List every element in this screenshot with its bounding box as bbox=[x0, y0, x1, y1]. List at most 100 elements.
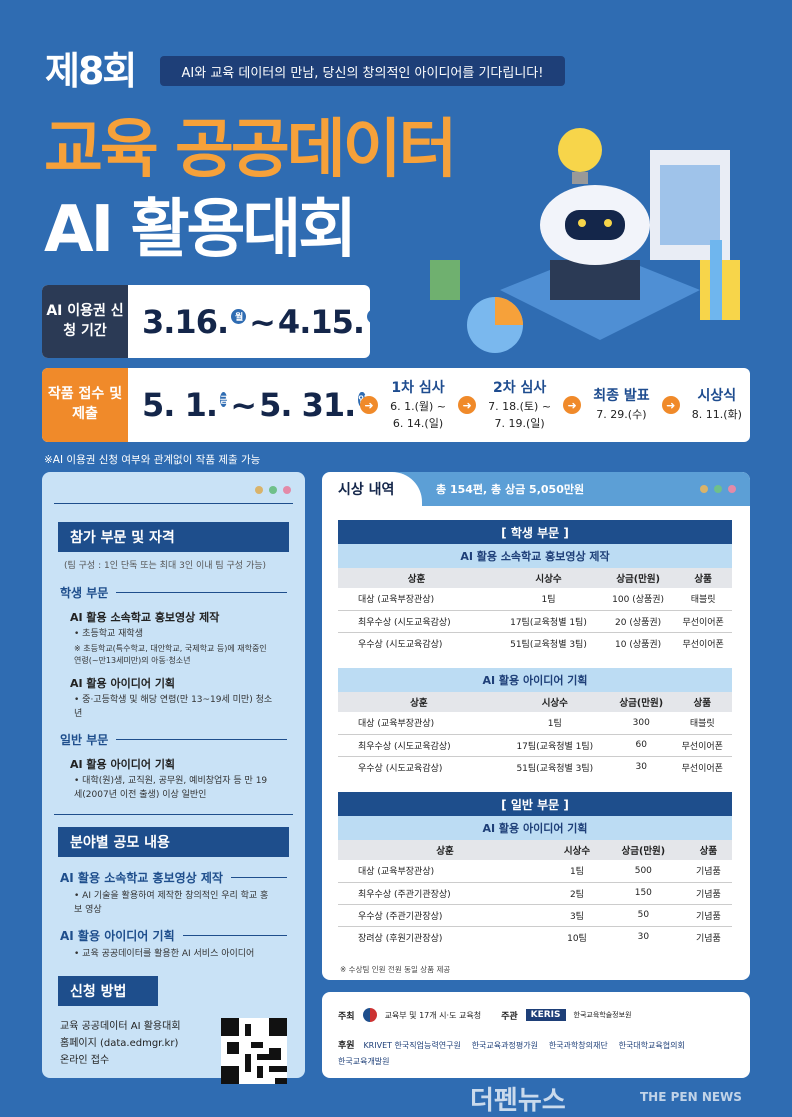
column-header: 상품 bbox=[672, 692, 732, 712]
ai-end: 4.15. bbox=[277, 302, 365, 341]
table-cell: 기념품 bbox=[684, 904, 732, 927]
table-cell: 무선이어폰 bbox=[681, 763, 723, 774]
info-panel: 참가 부문 및 자격 (팀 구성 : 1인 단독 또는 최대 3인 이내 팀 구… bbox=[42, 472, 305, 1084]
round-label: 제8회 bbox=[45, 49, 137, 93]
table-cell: 장려상 (후원기관장상) bbox=[358, 933, 443, 944]
step-date: 8. 11.(화) bbox=[691, 408, 742, 422]
general-item-1: AI 활용 아이디어 기획 bbox=[70, 758, 176, 771]
title-line-1: 교육 공공데이터 bbox=[44, 113, 457, 187]
sponsor-logo: 한국과학창의재단 bbox=[548, 1041, 608, 1050]
column-header: 상품 bbox=[674, 568, 732, 588]
field-1: AI 활용 소속학교 홍보영상 제작 bbox=[60, 869, 287, 886]
section-header: [ 일반 부문 ] bbox=[338, 792, 732, 816]
sub-start: 5. 1. bbox=[142, 386, 218, 424]
table-cell: 300 bbox=[609, 712, 673, 735]
step-date: 6. 1.(월) ~ bbox=[390, 400, 446, 413]
step-date: 7. 18.(토) ~ bbox=[488, 400, 552, 413]
table-cell: 150 bbox=[601, 882, 685, 905]
section-header: [ 학생 부문 ] bbox=[338, 520, 732, 544]
column-header: 상훈 bbox=[338, 840, 553, 860]
awards-table: [ 학생 부문 ] AI 활용 소속학교 홍보영상 제작 상훈 시상수 상금(만원) 상품… bbox=[338, 520, 732, 654]
table-cell: 태블릿 bbox=[674, 588, 732, 611]
table-cell: 최우수상 (시도교육감상) bbox=[338, 610, 496, 633]
note: ※AI 이용권 신청 여부와 관계없이 작품 제출 가능 bbox=[44, 454, 261, 466]
table-cell: 100 (상품권) bbox=[601, 588, 675, 611]
arrow-right-icon: ➜ bbox=[563, 396, 582, 414]
bullet: • 교육 공공데이터를 활용한 AI 서비스 아이디어 bbox=[74, 949, 255, 959]
table-cell: 무선이어폰 bbox=[674, 610, 732, 633]
bullet: • 초등학교 재학생 bbox=[74, 628, 143, 639]
qr-code-icon[interactable] bbox=[221, 1017, 287, 1084]
submission-row: 작품 접수 및 제출 5. 1.금 ~ 5. 31.일 ➜ 1차 심사 6. 1.… bbox=[42, 368, 750, 442]
student-division: 학생 부문 bbox=[60, 584, 287, 601]
apply-heading: 신청 방법 bbox=[58, 975, 158, 1006]
eligibility-heading: 참가 부문 및 자격 bbox=[58, 522, 289, 552]
category-header: AI 활용 소속학교 홍보영상 제작 bbox=[338, 544, 732, 568]
column-header: 상훈 bbox=[338, 692, 500, 712]
table-cell: 3팀 bbox=[552, 904, 602, 927]
title-line-2: AI 활용대회 bbox=[44, 193, 357, 267]
table-cell: 최우수상 (주관기관장상) bbox=[338, 882, 553, 905]
table-cell: 51팀(교육청별 3팀) bbox=[516, 763, 594, 774]
table-row: 대상 (교육부장관상) 1팀 100 (상품권) 태블릿 bbox=[338, 588, 732, 611]
sep: ~ bbox=[249, 302, 276, 341]
sponsor-logo: 한국교육개발원 bbox=[338, 1057, 390, 1066]
arrow-right-icon: ➜ bbox=[360, 396, 378, 414]
student-item-2: AI 활용 아이디어 기획 bbox=[70, 677, 176, 690]
table-cell: 대상 (교육부장관상) bbox=[338, 712, 500, 735]
ai-period-label: AI 이용권 신청 기간 bbox=[42, 285, 128, 358]
table-cell: 우수상 (시도교육감상) bbox=[358, 639, 443, 650]
table-cell: 20 (상품권) bbox=[601, 610, 675, 633]
window-dots-icon bbox=[700, 485, 736, 493]
awards-panel: 시상 내역 총 154편, 총 상금 5,050만원 [ 학생 부문 ] AI 활… bbox=[322, 472, 750, 980]
table-cell: 기념품 bbox=[684, 882, 732, 905]
table-cell: 2팀 bbox=[552, 882, 602, 905]
column-header: 상품 bbox=[684, 840, 732, 860]
step-date: 6. 14.(일) bbox=[392, 416, 444, 430]
ai-period-row: AI 이용권 신청 기간 3.16.월 ~ 4.15.수 bbox=[42, 285, 370, 358]
field-2: AI 활용 아이디어 기획 bbox=[60, 927, 287, 944]
ai-start: 3.16. bbox=[142, 302, 229, 341]
table-row: 최우수상 (주관기관장상) 2팀 150 기념품 bbox=[338, 882, 732, 905]
submission-dates: 5. 1.금 ~ 5. 31.일 bbox=[142, 386, 367, 424]
table-cell: 500 bbox=[601, 860, 685, 883]
column-header: 상금(만원) bbox=[601, 840, 685, 860]
ai-period-dates: 3.16.월 ~ 4.15.수 bbox=[142, 303, 370, 341]
table-cell: 1팀 bbox=[495, 588, 602, 611]
table-cell: 대상 (교육부장관상) bbox=[338, 588, 496, 611]
column-header: 상훈 bbox=[338, 568, 496, 588]
table-row: 대상 (교육부장관상) 1팀 300 태블릿 bbox=[338, 712, 732, 735]
step-title: 1차 심사 bbox=[391, 380, 445, 396]
category-header: AI 활용 아이디어 기획 bbox=[338, 816, 732, 840]
step-3: 최종 발표 7. 29.(수) bbox=[593, 386, 649, 424]
apply-homepage[interactable]: 홈페이지 (data.edmgr.kr) bbox=[60, 1037, 179, 1049]
step-title: 최종 발표 bbox=[593, 388, 650, 405]
watermark-logo-en: THE PEN NEWS bbox=[640, 1090, 742, 1104]
host: 교육부 및 17개 시·도 교육청 bbox=[384, 1010, 482, 1020]
table-cell: 무선이어폰 bbox=[682, 639, 724, 650]
table-cell: 최우수상 (시도교육감상) bbox=[338, 734, 500, 757]
ai-start-day: 월 bbox=[231, 308, 247, 324]
step-2: 2차 심사 7. 18.(토) ~ 7. 19.(일) bbox=[488, 378, 551, 432]
table-cell: 50 bbox=[601, 904, 685, 927]
table-row: 최우수상 (시도교육감상) 17팀(교육청별 1팀) 60 무선이어폰 bbox=[338, 734, 732, 757]
sponsor-list: 후원 KRIVET 한국직업능력연구원 한국교육과정평가원 한국과학창의재단 한… bbox=[338, 1038, 738, 1070]
sep: ~ bbox=[230, 386, 257, 424]
column-header: 시상수 bbox=[495, 568, 602, 588]
keris-logo: KERIS bbox=[525, 1009, 566, 1021]
table-cell: 기념품 bbox=[684, 860, 732, 883]
table-row: 우수상 (시도교육감상) 51팀(교육청별 3팀) 30 무선이어폰 bbox=[338, 756, 732, 778]
awards-table: AI 활용 아이디어 기획 상훈 시상수 상금(만원) 상품 대상 (교육부장관상) 1팀 3… bbox=[338, 668, 732, 778]
sub-start-day: 금 bbox=[219, 392, 228, 407]
submission-label: 작품 접수 및 제출 bbox=[42, 368, 128, 442]
arrow-right-icon: ➜ bbox=[458, 396, 477, 414]
sponsor-logo: KRIVET 한국직업능력연구원 bbox=[363, 1041, 461, 1050]
table-row: 우수상 (주관기관장상) 3팀 50 기념품 bbox=[338, 904, 732, 927]
korea-emblem-icon bbox=[362, 1008, 377, 1022]
table-cell: 10 (상품권) bbox=[615, 639, 662, 650]
window-dots-icon bbox=[255, 486, 291, 494]
team-note: (팀 구성 : 1인 단독 또는 최대 3인 이내 팀 구성 가능) bbox=[64, 561, 267, 571]
watermark-logo: 더펜뉴스 bbox=[470, 1086, 566, 1116]
table-cell: 1팀 bbox=[552, 860, 602, 883]
column-header: 상금(만원) bbox=[601, 568, 675, 588]
